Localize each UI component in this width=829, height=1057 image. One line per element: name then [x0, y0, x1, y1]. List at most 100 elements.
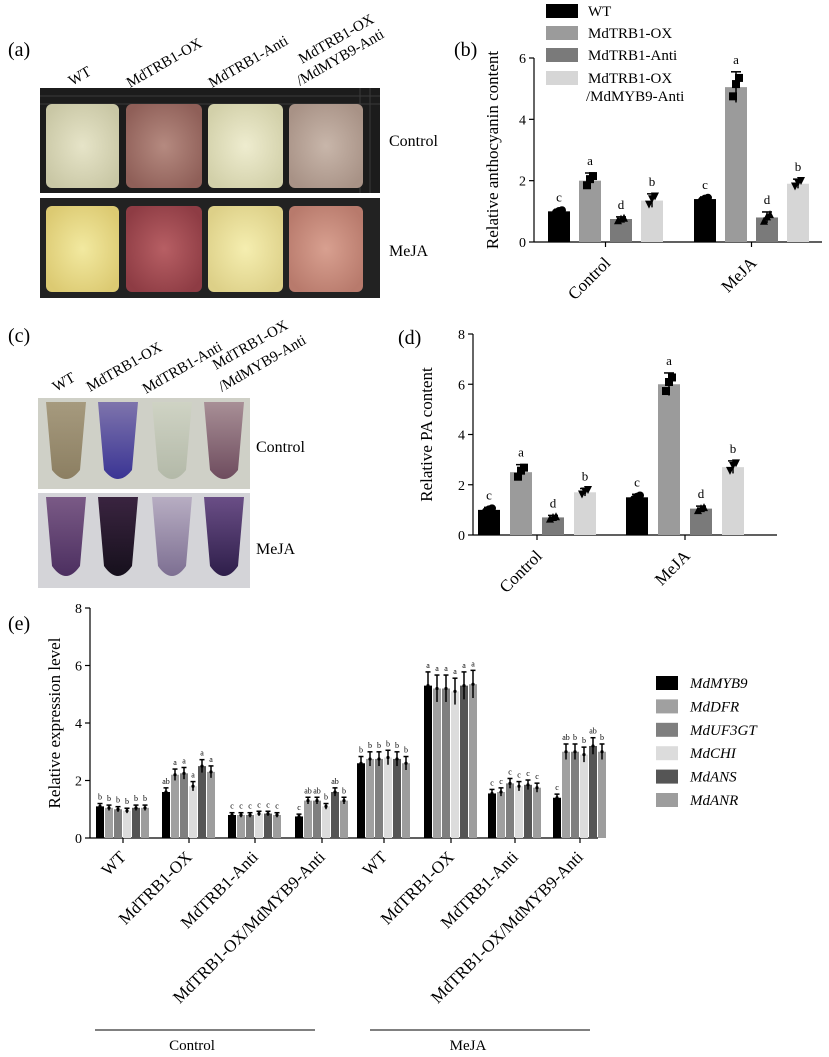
tube-meja-dbl: [204, 497, 244, 576]
chart-pa: 0 2 4 6 8 Relative PA content c a d b Control c a d b M…: [417, 328, 777, 597]
bar-4-wt-mdmyb9: [357, 763, 365, 838]
x-tick-label-control: Control: [496, 546, 546, 596]
bar-meja-mdtrb1-ox-letter: a: [733, 52, 739, 67]
bar-7-mdtrb1-ox-mdmyb9-anti-mdmyb9-letter: c: [555, 783, 559, 792]
bar-7-mdtrb1-ox-mdmyb9-anti-mdchi-point: [582, 753, 586, 757]
tube-control-anti: [152, 402, 192, 479]
callus-meja-dbl: [289, 206, 363, 292]
bar-1-mdtrb1-ox-mdanr-point: [209, 770, 213, 774]
tube-meja-wt: [46, 497, 86, 576]
callus-control-wt: [46, 104, 119, 188]
panel-b-tag: (b): [454, 39, 477, 61]
bar-3-mdtrb1-ox-mdmyb9-anti-mduf3gt-letter: ab: [313, 786, 321, 795]
y-axis-label: Relative PA content: [417, 367, 436, 502]
bar-control-wt: [478, 509, 500, 535]
bar-6-mdtrb1-anti-mdanr-letter: c: [535, 772, 539, 781]
callus-meja-wt: [46, 206, 119, 292]
bar-meja-mdtrb1-ox: [658, 384, 680, 535]
legend-item-mdtrb1-ox-mdmyb9-anti-label: MdTRB1-OX: [588, 71, 672, 87]
panel-e-tag: (e): [8, 613, 30, 635]
bar-5-mdtrb1-ox-mdmyb9: [424, 685, 432, 838]
bar-control-mdtrb1-ox-mdmyb9-anti-letter: b: [582, 469, 589, 484]
bar-6-mdtrb1-anti-mduf3gt: [506, 783, 514, 838]
bar-meja-mdtrb1-ox-point-2: [732, 80, 740, 89]
panel-a-row-control: Control: [389, 133, 438, 150]
bar-meja-mdtrb1-ox-mdmyb9-anti-letter: b: [795, 159, 802, 174]
panel-c-tag: (c): [8, 325, 30, 347]
bar-3-mdtrb1-ox-mdmyb9-anti-mdmyb9-letter: c: [297, 803, 301, 812]
bar-4-wt-mdanr-letter: b: [404, 746, 408, 755]
legend-item-wt-label: WT: [588, 4, 611, 20]
panel-c-row-control: Control: [256, 439, 305, 456]
bar-5-mdtrb1-ox-mdanr: [469, 684, 477, 838]
bar-5-mdtrb1-ox-mddfr-letter: a: [435, 664, 439, 673]
panel-a-tag: (a): [8, 39, 30, 61]
bar-3-mdtrb1-ox-mdmyb9-anti-mdmyb9-point: [297, 814, 301, 819]
bar-3-mdtrb1-ox-mdmyb9-anti-mdchi: [322, 806, 330, 838]
bar-control-mdtrb1-ox-mdmyb9-anti-point-3: [584, 486, 592, 495]
y-tick-label-6: 6: [519, 52, 526, 67]
bar-6-mdtrb1-anti-mdans-point: [526, 783, 530, 787]
panel-a-col-anti: MdTRB1-Anti: [206, 33, 291, 91]
panel-a-row-meja: MeJA: [389, 243, 429, 260]
bar-0-wt-mdans-letter: b: [134, 794, 138, 803]
bar-control-mdtrb1-ox: [510, 472, 532, 535]
x-tick-label-control: Control: [564, 253, 614, 303]
panel-a-col-wt: WT: [66, 64, 94, 90]
bar-4-wt-mdmyb9-letter: b: [359, 746, 363, 755]
bar-3-mdtrb1-ox-mdmyb9-anti-mddfr-point: [306, 799, 310, 803]
bar-7-mdtrb1-ox-mdmyb9-anti-mdanr-point: [600, 750, 604, 754]
bar-3-mdtrb1-ox-mdmyb9-anti-mdanr: [340, 800, 348, 838]
bar-0-wt-mdchi-letter: b: [125, 797, 129, 806]
bar-meja-mdtrb1-ox-mdmyb9-anti-point-3: [797, 176, 805, 185]
bar-2-mdtrb1-anti-mdans: [264, 813, 272, 838]
bar-1-mdtrb1-ox-mdchi: [189, 786, 197, 838]
bar-control-mdtrb1-anti-letter: d: [550, 495, 557, 510]
y-tick-label-6: 6: [458, 378, 465, 393]
bar-4-wt-mdmyb9-point: [359, 761, 363, 765]
bar-1-mdtrb1-ox-mddfr: [171, 774, 179, 838]
bar-meja-mdtrb1-ox-mdmyb9-anti: [787, 183, 809, 242]
bar-6-mdtrb1-anti-mdmyb9-letter: c: [490, 778, 494, 787]
tube-meja-anti: [152, 497, 192, 576]
bar-3-mdtrb1-ox-mdmyb9-anti-mdanr-point: [342, 799, 346, 803]
legend-item-mduf3gt-label: MdUF3GT: [689, 723, 758, 739]
tube-control-dbl: [204, 402, 244, 479]
bar-meja-mdtrb1-anti-point-3: [766, 210, 774, 219]
bar-3-mdtrb1-ox-mdmyb9-anti-mdchi-point: [324, 804, 328, 808]
bar-7-mdtrb1-ox-mdmyb9-anti-mduf3gt-letter: b: [573, 733, 577, 742]
bar-2-mdtrb1-anti-mdans-letter: c: [266, 800, 270, 809]
tube-meja-ox: [98, 497, 138, 576]
callus-control-dbl: [289, 104, 363, 188]
bar-1-mdtrb1-ox-mddfr-point: [173, 773, 177, 777]
bar-4-wt-mdans-point: [395, 757, 399, 761]
bar-2-mdtrb1-anti-mddfr: [237, 815, 245, 838]
y-tick-label-8: 8: [75, 602, 82, 617]
bar-5-mdtrb1-ox-mdchi: [451, 691, 459, 838]
legend-item-mdanr-swatch: [656, 793, 678, 807]
bar-7-mdtrb1-ox-mdmyb9-anti-mduf3gt: [571, 751, 579, 838]
bar-5-mdtrb1-ox-mdans: [460, 685, 468, 838]
bar-4-wt-mddfr-letter: b: [368, 741, 372, 750]
x-tick-label-4-wt: WT: [359, 847, 392, 880]
bar-4-wt-mduf3gt: [375, 758, 383, 838]
bar-3-mdtrb1-ox-mdmyb9-anti-mduf3gt: [313, 800, 321, 838]
bar-5-mdtrb1-ox-mdchi-letter: a: [453, 667, 457, 676]
bar-2-mdtrb1-anti-mdchi: [255, 813, 263, 838]
bar-control-mdtrb1-anti-point-3: [552, 512, 560, 521]
bar-meja-wt-point-3: [704, 193, 712, 202]
bar-meja-mdtrb1-ox-mdmyb9-anti-letter: b: [730, 441, 737, 456]
bar-4-wt-mdanr: [402, 763, 410, 838]
bar-4-wt-mddfr-point: [368, 757, 372, 761]
legend: MdMYB9 MdDFR MdUF3GT MdCHI MdANS MdANR: [656, 676, 758, 809]
bar-meja-mdtrb1-ox-point-3: [735, 73, 743, 82]
bar-7-mdtrb1-ox-mdmyb9-anti-mdanr-letter: b: [600, 733, 604, 742]
bar-meja-mdtrb1-anti-point-3: [700, 503, 708, 512]
bar-meja-mdtrb1-anti-letter: d: [698, 486, 705, 501]
bar-0-wt-mdanr-point: [143, 806, 147, 810]
x-tick-label-meja: MeJA: [718, 253, 761, 296]
bar-meja-mdtrb1-ox-point-1: [662, 387, 670, 396]
bar-6-mdtrb1-anti-mddfr-point: [499, 790, 503, 794]
bar-meja-mdtrb1-ox-mdmyb9-anti: [722, 467, 744, 535]
